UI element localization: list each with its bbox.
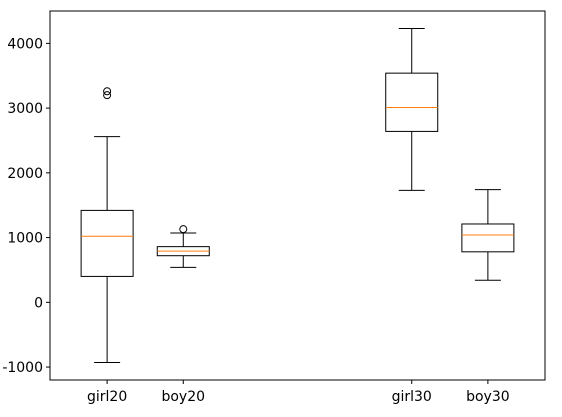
box-girl30	[385, 27, 439, 191]
y-tick-label: 2000	[7, 166, 43, 182]
box-body	[80, 209, 134, 277]
outlier-point	[103, 91, 112, 100]
box-series	[80, 27, 515, 364]
x-tick-label: girl20	[87, 389, 127, 405]
box-girl20	[80, 87, 134, 364]
y-tick-label: 3000	[7, 101, 43, 117]
outlier-point	[103, 87, 112, 96]
plot-area-frame	[49, 10, 546, 381]
x-axis-ticks: girl20 boy20 girl30 boy30	[87, 380, 510, 405]
outlier-point	[179, 225, 188, 234]
box-body	[461, 223, 515, 253]
x-tick-label: boy20	[161, 389, 205, 405]
y-tick-label: 4000	[7, 36, 43, 52]
y-tick-label: 1000	[7, 231, 43, 247]
y-axis-ticks: -1000 0 1000 2000 3000 4000	[2, 36, 50, 376]
box-boy20	[156, 225, 210, 268]
y-tick-label: 0	[34, 295, 43, 311]
box-body	[385, 72, 439, 132]
x-tick-label: girl30	[392, 389, 432, 405]
y-tick-label: -1000	[2, 360, 43, 376]
x-tick-label: boy30	[466, 389, 510, 405]
box-boy30	[461, 189, 515, 281]
